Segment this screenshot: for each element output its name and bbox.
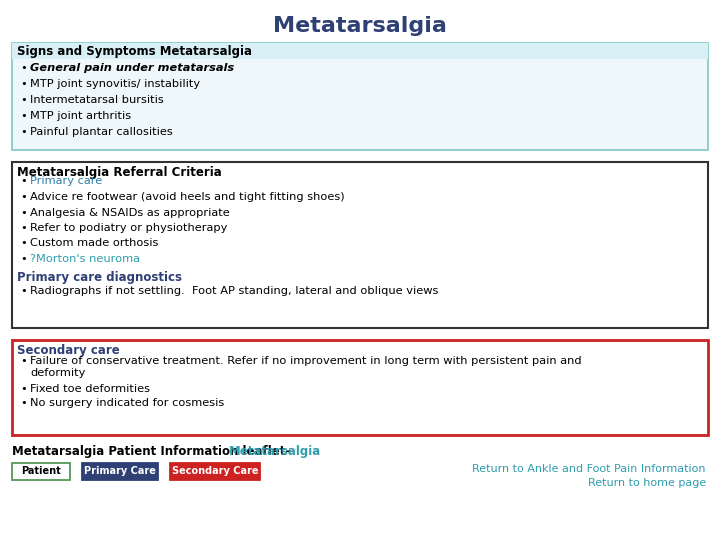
Text: Primary care: Primary care <box>30 177 102 186</box>
Text: Primary Care: Primary Care <box>84 467 156 476</box>
Text: •: • <box>20 127 27 137</box>
Text: No surgery indicated for cosmesis: No surgery indicated for cosmesis <box>30 399 224 408</box>
FancyBboxPatch shape <box>12 340 708 435</box>
Text: ?Morton's neuroma: ?Morton's neuroma <box>30 254 140 264</box>
FancyBboxPatch shape <box>170 463 260 480</box>
Text: •: • <box>20 207 27 218</box>
Text: Secondary care: Secondary care <box>17 344 120 357</box>
Text: Painful plantar callosities: Painful plantar callosities <box>30 127 173 137</box>
Text: Patient: Patient <box>21 467 61 476</box>
Text: •: • <box>20 239 27 248</box>
Text: •: • <box>20 399 27 408</box>
Text: Secondary Care: Secondary Care <box>172 467 258 476</box>
Text: Metatarsalgia: Metatarsalgia <box>273 16 447 36</box>
Text: •: • <box>20 286 27 295</box>
Text: Metatarsalgia: Metatarsalgia <box>229 445 321 458</box>
Text: Primary care diagnostics: Primary care diagnostics <box>17 272 182 285</box>
Text: Return to home page: Return to home page <box>588 478 706 488</box>
Text: Intermetatarsal bursitis: Intermetatarsal bursitis <box>30 95 163 105</box>
Text: •: • <box>20 356 27 367</box>
Text: •: • <box>20 223 27 233</box>
Text: Return to Ankle and Foot Pain Information: Return to Ankle and Foot Pain Informatio… <box>472 464 706 474</box>
Text: •: • <box>20 177 27 186</box>
Text: MTP joint arthritis: MTP joint arthritis <box>30 111 131 121</box>
Text: Metatarsalgia Patient Information leaflet–: Metatarsalgia Patient Information leafle… <box>12 445 295 458</box>
Text: •: • <box>20 192 27 202</box>
FancyBboxPatch shape <box>12 463 70 480</box>
Text: Signs and Symptoms Metatarsalgia: Signs and Symptoms Metatarsalgia <box>17 45 252 58</box>
FancyBboxPatch shape <box>12 43 708 150</box>
Text: •: • <box>20 95 27 105</box>
Text: •: • <box>20 63 27 73</box>
Text: MTP joint synovitis/ instability: MTP joint synovitis/ instability <box>30 79 200 89</box>
Text: •: • <box>20 79 27 89</box>
Text: Failure of conservative treatment. Refer if no improvement in long term with per: Failure of conservative treatment. Refer… <box>30 356 582 367</box>
Text: Radiographs if not settling.  Foot AP standing, lateral and oblique views: Radiographs if not settling. Foot AP sta… <box>30 286 438 295</box>
Text: •: • <box>20 254 27 264</box>
Text: General pain under metatarsals: General pain under metatarsals <box>30 63 234 73</box>
Text: Refer to podiatry or physiotherapy: Refer to podiatry or physiotherapy <box>30 223 228 233</box>
Text: Fixed toe deformities: Fixed toe deformities <box>30 384 150 395</box>
Text: •: • <box>20 384 27 395</box>
FancyBboxPatch shape <box>82 463 158 480</box>
Text: Metatarsalgia Referral Criteria: Metatarsalgia Referral Criteria <box>17 166 222 179</box>
Text: Custom made orthosis: Custom made orthosis <box>30 239 158 248</box>
Text: Advice re footwear (avoid heels and tight fitting shoes): Advice re footwear (avoid heels and tigh… <box>30 192 345 202</box>
FancyBboxPatch shape <box>12 162 708 328</box>
Text: •: • <box>20 111 27 121</box>
Text: deformity: deformity <box>30 368 86 379</box>
Text: Analgesia & NSAIDs as appropriate: Analgesia & NSAIDs as appropriate <box>30 207 230 218</box>
FancyBboxPatch shape <box>12 43 708 59</box>
